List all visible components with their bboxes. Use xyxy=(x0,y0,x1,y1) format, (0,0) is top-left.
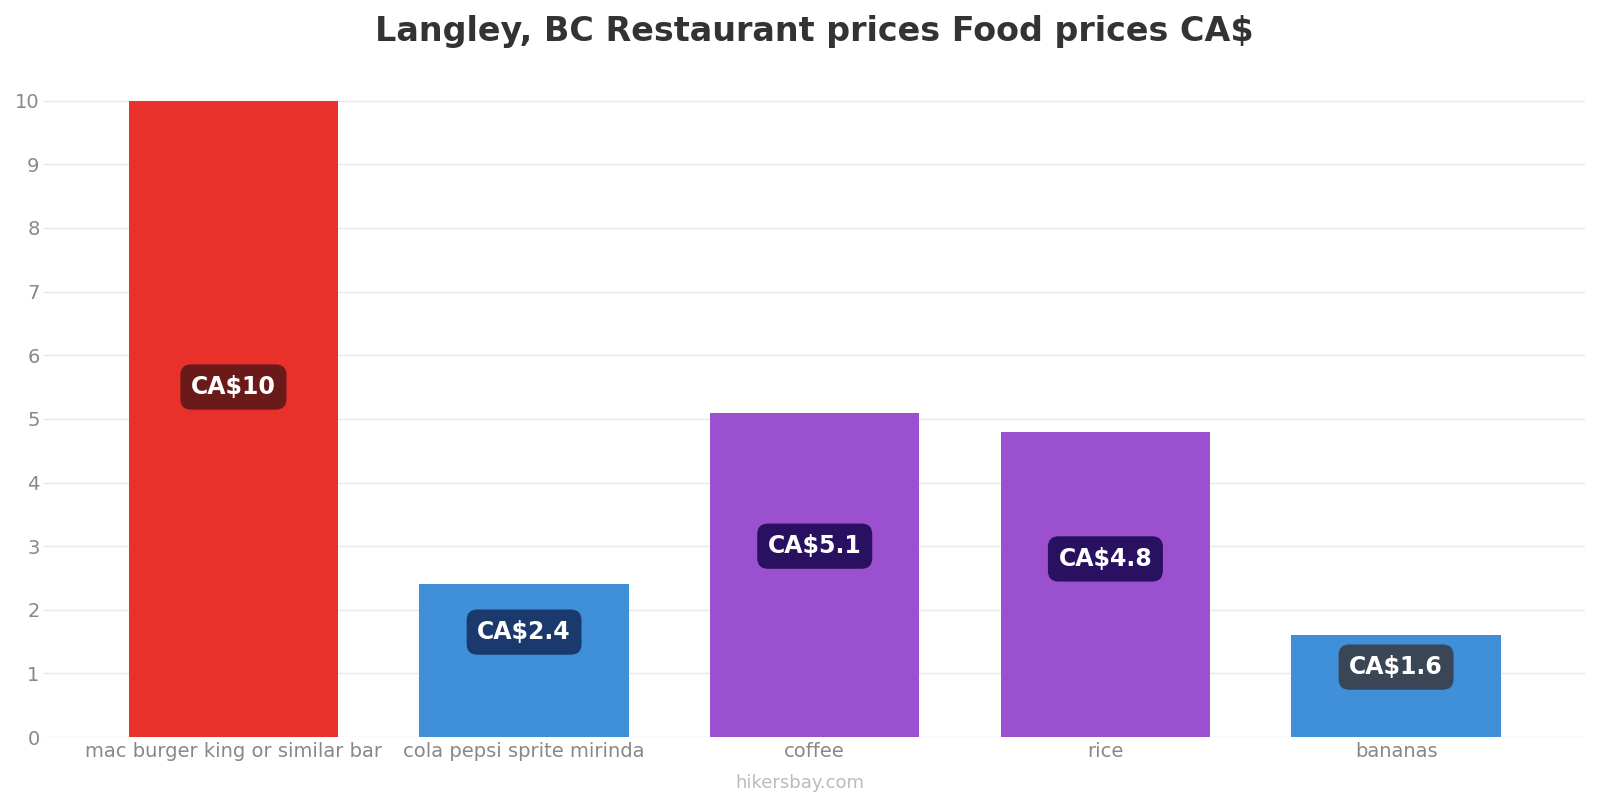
Text: CA$2.4: CA$2.4 xyxy=(477,620,571,644)
Bar xyxy=(710,413,920,737)
Text: CA$5.1: CA$5.1 xyxy=(768,534,862,558)
Title: Langley, BC Restaurant prices Food prices CA$: Langley, BC Restaurant prices Food price… xyxy=(376,15,1254,48)
Bar xyxy=(1000,432,1210,737)
Text: CA$1.6: CA$1.6 xyxy=(1349,655,1443,679)
Text: CA$10: CA$10 xyxy=(190,375,275,399)
Text: CA$4.8: CA$4.8 xyxy=(1059,547,1152,571)
Text: hikersbay.com: hikersbay.com xyxy=(736,774,864,792)
Bar xyxy=(1291,635,1501,737)
Bar xyxy=(128,101,338,737)
Bar xyxy=(419,584,629,737)
